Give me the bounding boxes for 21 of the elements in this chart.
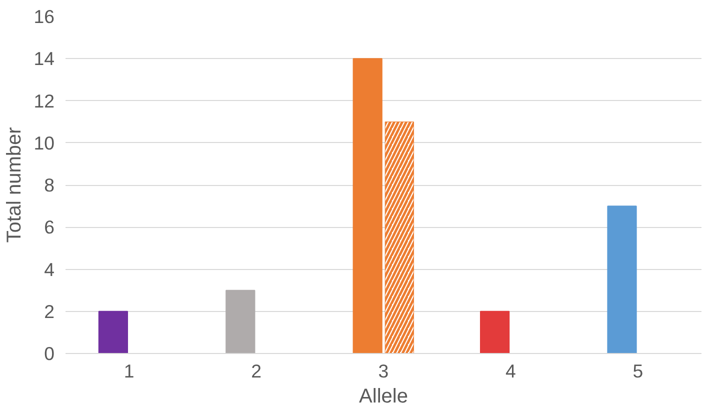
y-tick-label: 4 bbox=[44, 258, 55, 280]
y-tick-label: 10 bbox=[34, 132, 55, 154]
x-tick-label: 3 bbox=[378, 360, 389, 382]
y-tick-label: 14 bbox=[34, 48, 55, 70]
y-axis-title: Total number bbox=[4, 126, 26, 243]
x-axis-title: Allele bbox=[359, 386, 408, 408]
bar bbox=[352, 58, 382, 354]
x-tick-label: 2 bbox=[251, 360, 262, 382]
y-tick-label: 8 bbox=[44, 174, 55, 196]
y-tick-label: 2 bbox=[44, 300, 55, 322]
x-tick-label: 1 bbox=[124, 360, 134, 382]
y-tick-label: 6 bbox=[44, 216, 55, 238]
y-tick-label: 16 bbox=[34, 6, 55, 27]
y-tick-label: 0 bbox=[44, 343, 55, 364]
x-tick-label: 5 bbox=[632, 360, 644, 382]
bar bbox=[607, 206, 637, 354]
bar bbox=[480, 310, 510, 354]
y-tick-label: 12 bbox=[34, 90, 55, 112]
bar bbox=[226, 290, 256, 354]
bar bbox=[98, 310, 128, 354]
x-tick-label: 4 bbox=[506, 360, 516, 382]
